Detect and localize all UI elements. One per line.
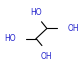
Text: HO: HO xyxy=(4,34,16,43)
Text: OH: OH xyxy=(67,24,79,33)
Text: HO: HO xyxy=(30,8,42,17)
Text: OH: OH xyxy=(41,52,53,61)
